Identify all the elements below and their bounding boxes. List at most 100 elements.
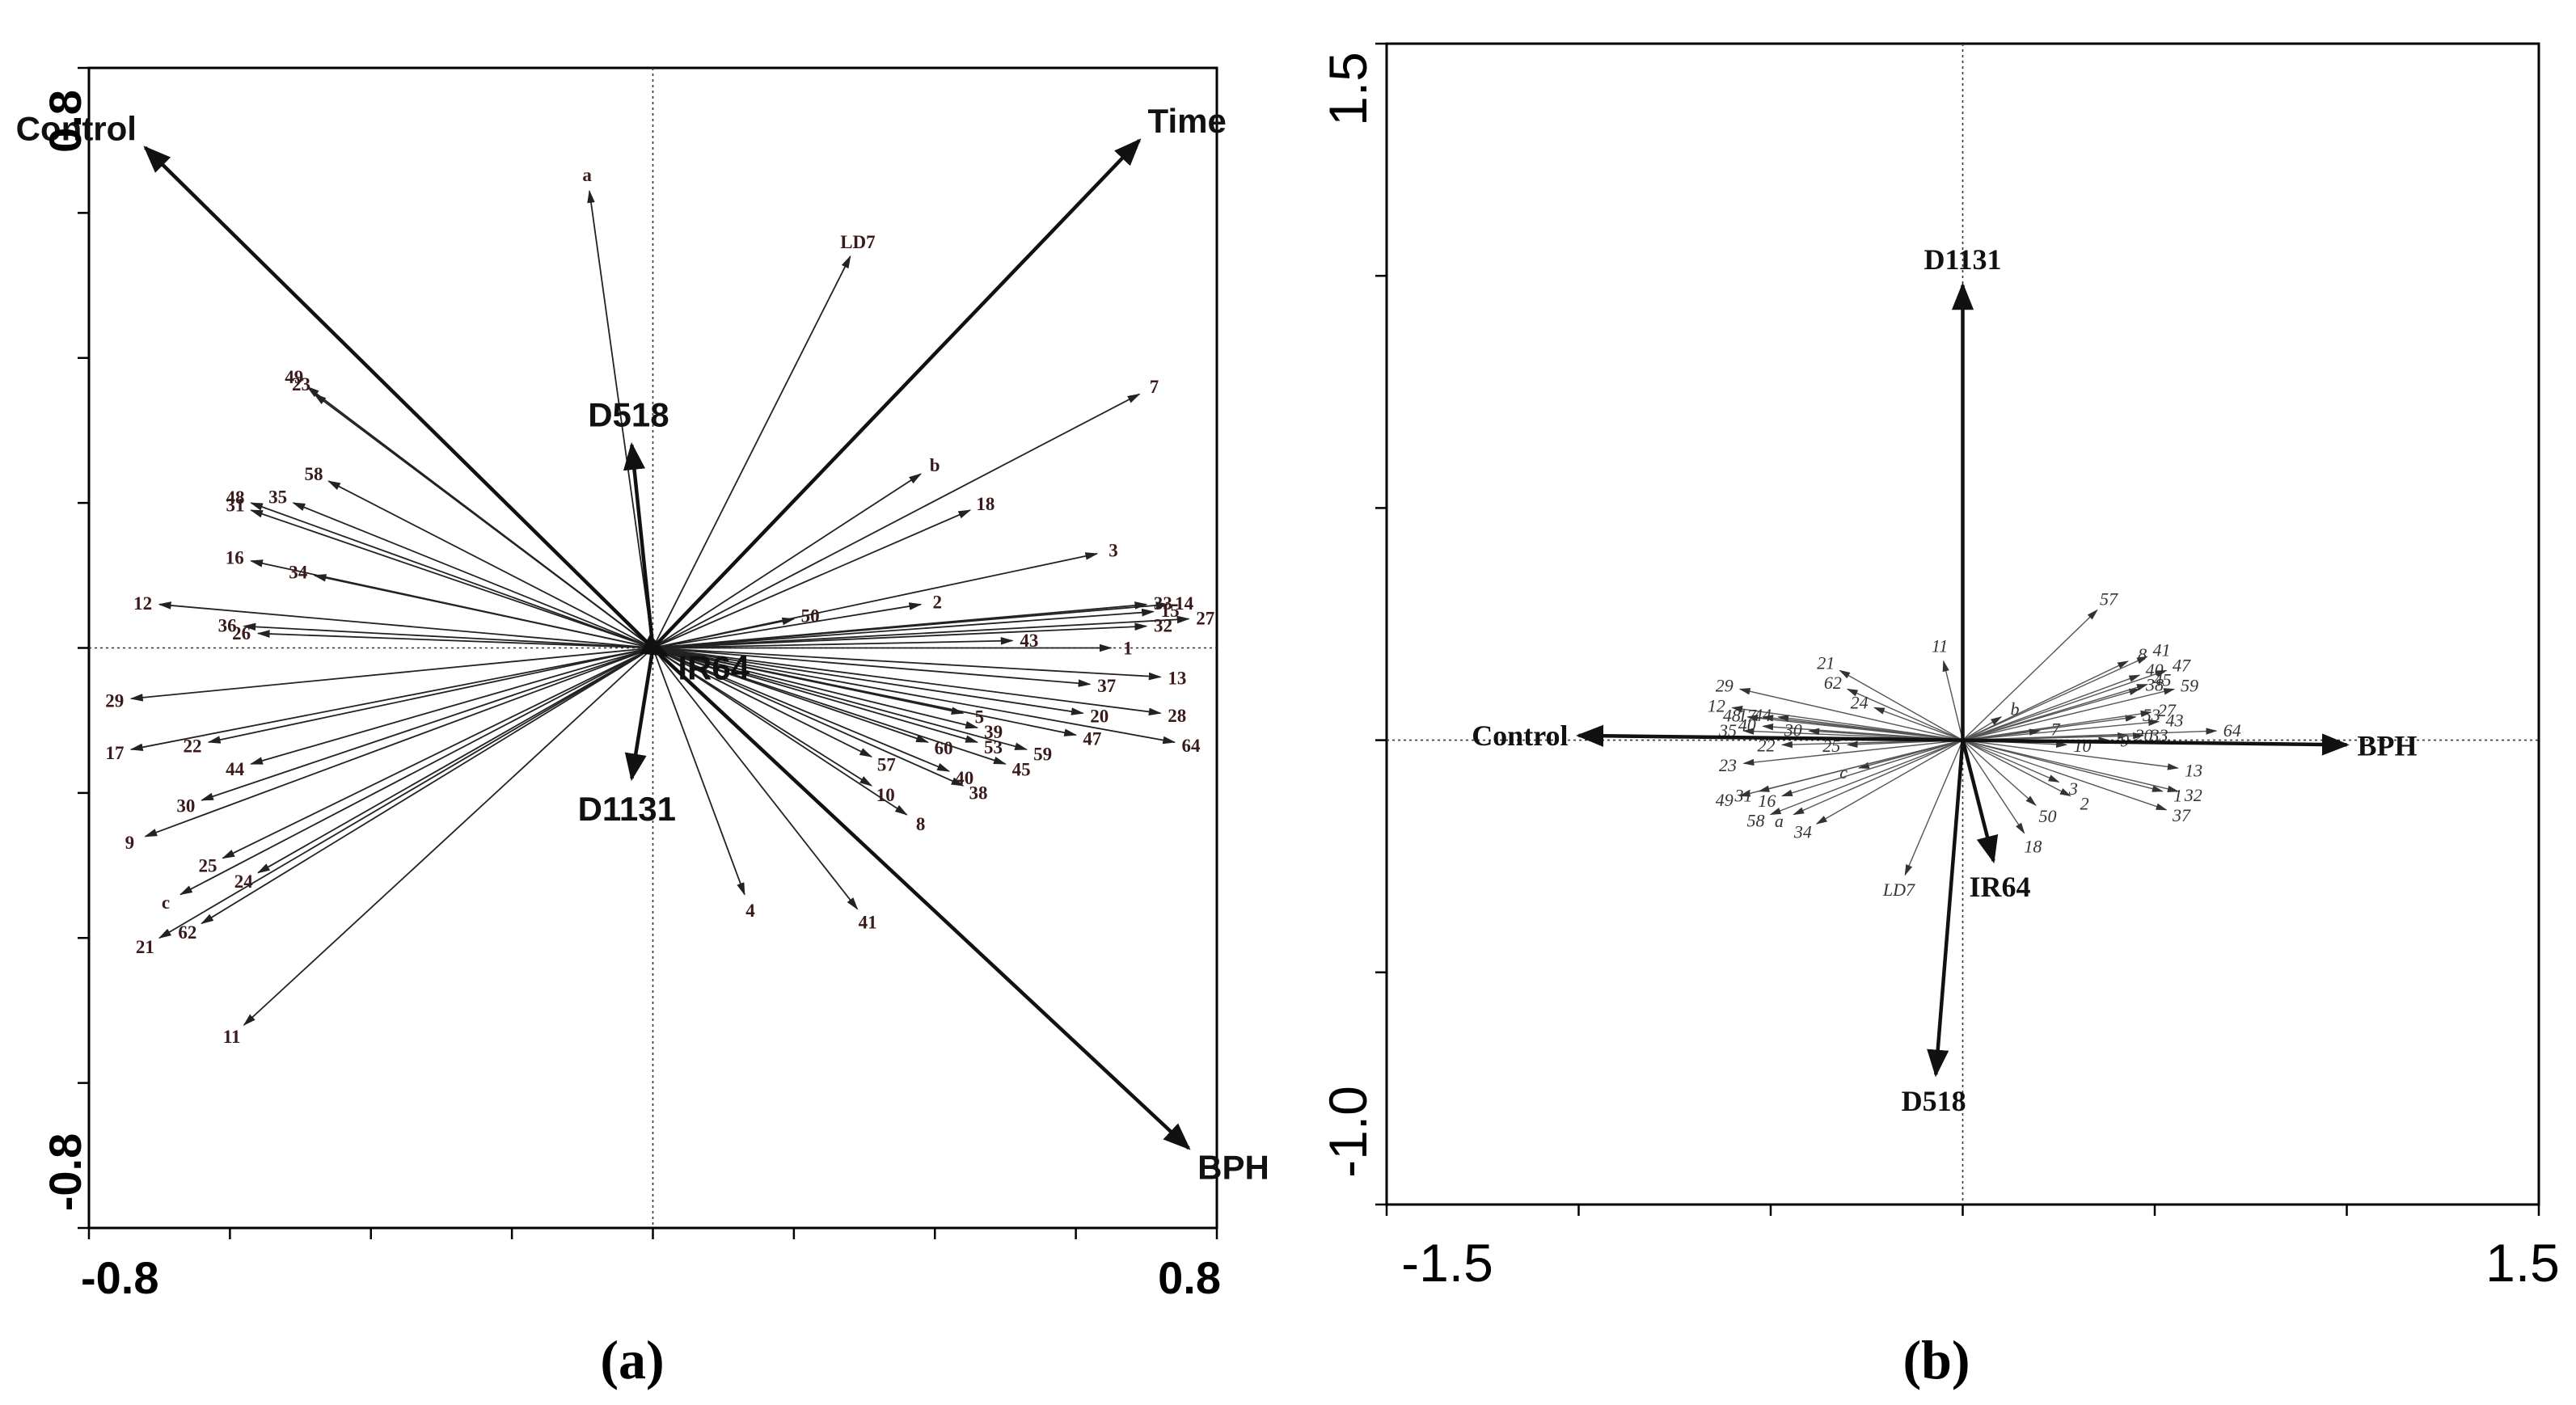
species-label-a: a bbox=[582, 165, 592, 185]
species-vector-10 bbox=[652, 647, 873, 787]
species-label-33: 33 bbox=[2150, 725, 2168, 745]
species-vector-5 bbox=[652, 647, 965, 715]
species-label-23: 23 bbox=[1719, 755, 1737, 775]
species-vector-47 bbox=[1962, 669, 2168, 741]
species-label-29: 29 bbox=[1716, 676, 1734, 696]
species-label-13: 13 bbox=[1168, 669, 1186, 689]
species-label-c: c bbox=[1839, 762, 1848, 783]
species-vector-41 bbox=[1962, 656, 2148, 741]
species-vector-53 bbox=[652, 647, 979, 743]
species-vector-38 bbox=[652, 647, 965, 787]
species-label-59: 59 bbox=[2181, 675, 2198, 695]
species-label-14: 14 bbox=[1175, 593, 1194, 614]
panel-a-y-max-label: 0.8 bbox=[40, 90, 91, 153]
panel-b-axis-ticks bbox=[1375, 42, 2540, 1216]
species-vector-45 bbox=[1962, 684, 2148, 741]
species-label-10: 10 bbox=[876, 785, 895, 805]
species-label-25: 25 bbox=[199, 856, 217, 876]
species-label-62: 62 bbox=[1824, 673, 1842, 693]
panel-a-x-min-label: -0.8 bbox=[81, 1252, 159, 1303]
species-vector-9 bbox=[144, 647, 653, 838]
species-vector-29 bbox=[1738, 688, 1963, 741]
species-vector-8 bbox=[1962, 660, 2130, 741]
species-vector-50 bbox=[652, 617, 796, 649]
species-label-a: a bbox=[1775, 811, 1784, 831]
species-vector-29 bbox=[129, 647, 653, 702]
species-vector-58 bbox=[327, 480, 653, 649]
species-label-12: 12 bbox=[1708, 695, 1725, 715]
species-label-22: 22 bbox=[1757, 736, 1775, 756]
species-label-62: 62 bbox=[178, 922, 196, 943]
species-label-41: 41 bbox=[2153, 640, 2171, 660]
species-label-38: 38 bbox=[2145, 675, 2164, 695]
species-vector-24 bbox=[1873, 707, 1963, 741]
env-vector-bph bbox=[651, 646, 1191, 1150]
species-label-ld7: LD7 bbox=[1882, 880, 1915, 900]
species-label-24: 24 bbox=[1851, 692, 1869, 712]
species-vector-34 bbox=[1815, 739, 1963, 825]
species-label-49: 49 bbox=[285, 367, 303, 387]
species-vector-18 bbox=[1962, 740, 2025, 834]
species-vector-36 bbox=[243, 622, 653, 649]
species-label-45: 45 bbox=[1012, 760, 1031, 780]
env-vector-d1131 bbox=[624, 648, 655, 782]
species-label-2: 2 bbox=[2080, 793, 2089, 813]
species-vector-b bbox=[1962, 716, 2003, 741]
species-vector-13 bbox=[1962, 739, 2179, 770]
species-label-48: 48 bbox=[1723, 705, 1741, 725]
env-label-control: Control bbox=[1472, 719, 1568, 752]
species-vector-40 bbox=[1962, 674, 2141, 741]
species-label-32: 32 bbox=[1154, 616, 1172, 636]
species-vector-17 bbox=[129, 647, 653, 752]
species-vector-57 bbox=[652, 647, 873, 757]
species-vector-43 bbox=[652, 637, 1014, 649]
species-label-1: 1 bbox=[1123, 639, 1133, 659]
species-label-1: 1 bbox=[2173, 785, 2182, 805]
species-vector-27 bbox=[1962, 710, 2152, 741]
species-label-34: 34 bbox=[1793, 822, 1812, 842]
species-label-58: 58 bbox=[1747, 810, 1765, 830]
species-label-8: 8 bbox=[916, 814, 926, 834]
env-label-ir64: IR64 bbox=[678, 649, 750, 687]
species-vector-57 bbox=[1962, 609, 2098, 741]
species-label-21: 21 bbox=[1817, 652, 1835, 673]
species-label-20: 20 bbox=[1090, 706, 1109, 726]
species-vector-32 bbox=[652, 622, 1148, 649]
species-vector-37 bbox=[652, 647, 1092, 687]
panel-b-origin-lines bbox=[1387, 44, 2539, 1205]
species-vector-3 bbox=[1962, 739, 2060, 783]
species-vector-43 bbox=[1962, 719, 2160, 741]
species-vector-26 bbox=[256, 630, 653, 649]
env-vector-d518 bbox=[1927, 740, 1965, 1078]
species-label-16: 16 bbox=[226, 548, 244, 568]
env-label-d518: D518 bbox=[1902, 1085, 1966, 1117]
species-vector-7 bbox=[652, 393, 1141, 649]
species-label-39: 39 bbox=[984, 722, 1003, 742]
env-label-d1131: D1131 bbox=[578, 790, 676, 828]
species-label-24: 24 bbox=[234, 871, 254, 892]
env-vector-ir64 bbox=[640, 634, 669, 657]
species-vector-35 bbox=[292, 502, 653, 649]
panel-b-y-min-label: -1.0 bbox=[1318, 1086, 1378, 1178]
species-vector-11 bbox=[1942, 660, 1964, 740]
species-vector-30 bbox=[200, 647, 653, 801]
env-vector-control bbox=[1576, 724, 1963, 747]
species-vector-c bbox=[179, 647, 653, 896]
species-vector-20 bbox=[652, 647, 1084, 715]
panel-a-environment-vectors: Control Time BPH D518 D1131 IR64 bbox=[16, 102, 1269, 1186]
species-vector-58 bbox=[1769, 739, 1963, 816]
species-label-2: 2 bbox=[932, 592, 942, 612]
species-label-23: 23 bbox=[292, 374, 310, 394]
species-label-49: 49 bbox=[1716, 790, 1734, 810]
species-vector-a bbox=[587, 189, 654, 648]
species-label-44: 44 bbox=[226, 759, 245, 779]
species-vector-8 bbox=[652, 647, 908, 816]
env-vector-bph bbox=[1962, 733, 2350, 756]
species-vector-34 bbox=[313, 574, 653, 649]
species-vector-ld7 bbox=[652, 255, 851, 648]
species-label-31: 31 bbox=[226, 495, 244, 515]
species-vector-1 bbox=[1962, 739, 2164, 792]
species-label-37: 37 bbox=[2172, 805, 2191, 825]
